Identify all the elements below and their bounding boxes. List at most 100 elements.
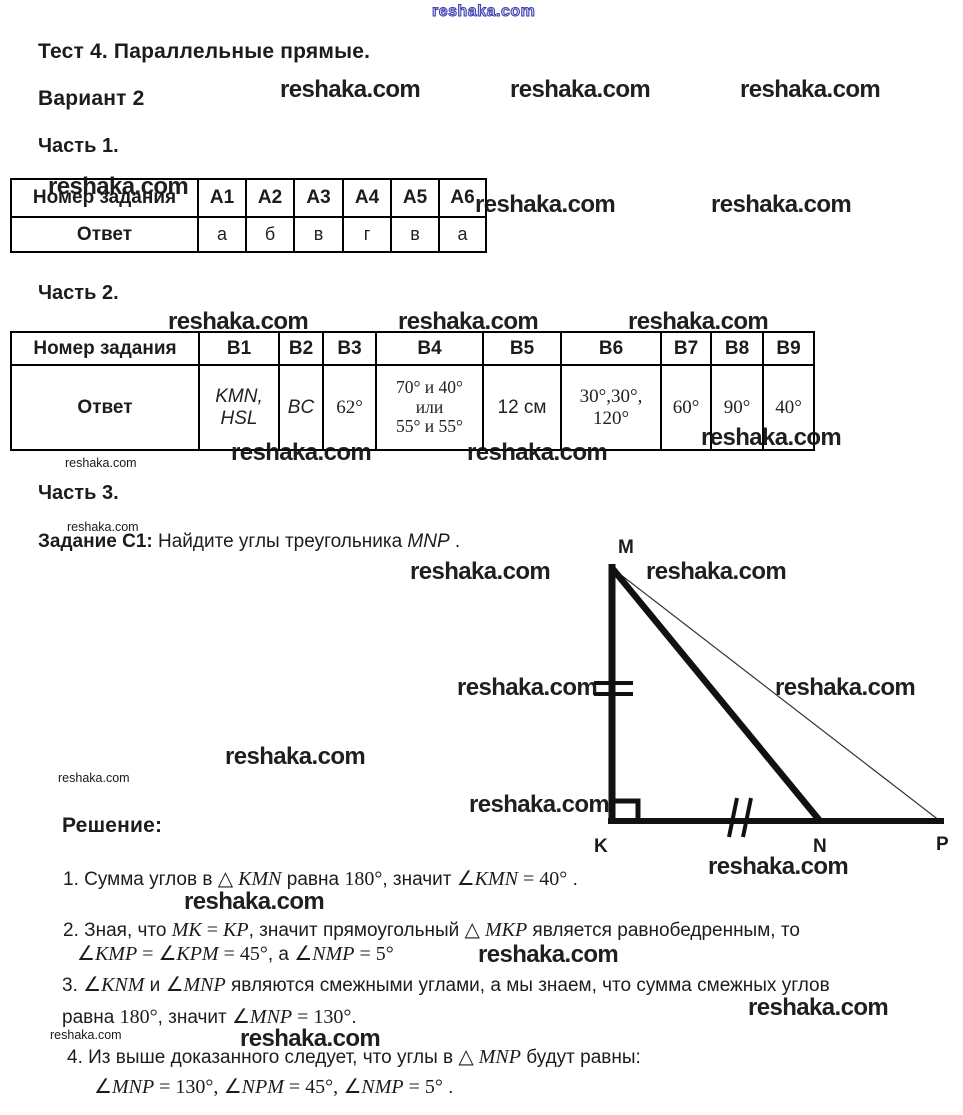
page-title: Тест 4. Параллельные прямые. [38,40,371,63]
part2-answer-b9: 40° [762,364,815,451]
part2-row2-label: Ответ [10,364,200,451]
side-mn [609,565,823,824]
part2-col-b5: В5 [482,331,562,366]
watermark: reshaka.com [280,76,421,103]
text-segment: = 130° [292,1006,352,1028]
text-segment: 180° [119,1006,158,1028]
text-segment: = 40° [518,868,568,890]
part2-answer-b4: 70° и 40° или 55° и 55° [375,364,484,451]
text-segment: = 5° [354,943,394,965]
text-segment: = [201,919,224,941]
watermark: reshaka.com [711,191,852,218]
text-segment: 3. [62,975,84,996]
part2-col-b1: В1 [198,331,280,366]
text-segment: MK [171,919,202,941]
text-segment: NMP [361,1076,404,1098]
watermark: reshaka.com [740,76,881,103]
watermark: reshaka.com [50,1028,122,1042]
part2-answer-b7: 60° [660,364,712,451]
part1-answer-a5: в [390,216,440,253]
text-segment: 180° [344,868,383,890]
text-segment: KMN [238,868,282,890]
text-segment: будут равны: [520,1047,641,1068]
text-segment: 2. Зная, что [63,920,172,941]
text-segment: = 45°, [283,1076,339,1098]
text-segment: 4. Из выше доказанного следует, что углы… [67,1047,459,1068]
text-segment: △ [464,919,485,941]
text-segment: ∠ [231,1006,250,1028]
tick-kn-1 [727,797,739,838]
part2-table: Номер задания В1 В2 В3 В4 В5 В6 В7 В8 В9… [10,331,815,451]
part2-answer-b1: KMN, HSL [198,364,280,451]
text-segment: ∠ [165,974,184,996]
part1-answer-a2: б [245,216,295,253]
text-segment: ∠ [77,943,95,965]
part1-col-a5: А5 [390,178,440,218]
part1-header-row: Номер задания А1 А2 А3 А4 А5 А6 [10,178,487,218]
text-segment: MNP [407,531,450,552]
text-segment: , значит [157,1007,232,1028]
text-segment: ∠ [158,943,177,965]
text-segment: △ [458,1046,479,1068]
text-segment: KPM [176,943,219,965]
part1-answer-a3: в [293,216,344,253]
line-mp [611,567,941,822]
text-segment: является равнобедренным, то [527,920,800,941]
text-segment: . [442,1077,454,1098]
solution-line-4: 4. Из выше доказанного следует, что углы… [67,1045,641,1070]
text-segment: Задание С1: [38,531,153,552]
part1-label: Часть 1. [38,135,119,157]
part2-answer-b8: 90° [710,364,764,451]
watermark: reshaka.com [410,558,551,585]
part1-row2-label: Ответ [10,216,199,253]
text-segment: равна [62,1007,120,1028]
vertex-label-p: P [936,834,949,855]
part1-row1-label: Номер задания [10,178,199,218]
solution-line-2b: ∠KMP = ∠KPM = 45°, а ∠NMP = 5° [77,942,394,967]
variant-label: Вариант 2 [38,87,145,110]
text-segment: ∠ [343,1076,362,1098]
solution-label: Решение: [62,814,163,837]
text-segment: ∠ [94,1076,112,1098]
text-segment: MNP [249,1006,293,1028]
part2-col-b4: В4 [375,331,484,366]
part2-answer-b2: BC [278,364,324,451]
part2-col-b2: В2 [278,331,324,366]
text-segment: ∠ [223,1076,242,1098]
text-segment: ∠ [456,868,475,890]
text-segment: MNP [111,1076,155,1098]
text-segment: KMP [94,943,138,965]
part2-answer-b3: 62° [322,364,377,451]
text-segment: ∠ [294,943,313,965]
part1-col-a1: А1 [197,178,247,218]
text-segment: = 45° [218,943,268,965]
watermark: reshaka.com [431,3,536,21]
text-segment: MNP [478,1046,521,1068]
triangle-figure: M K N P [594,537,949,857]
text-segment: . [567,869,578,890]
task-c1-text: Задание С1: Найдите углы треугольника MN… [38,531,460,554]
text-segment: ∠ [83,974,102,996]
watermark: reshaka.com [58,771,130,785]
solution-line-4b: ∠MNP = 130°, ∠NPM = 45°, ∠NMP = 5° . [94,1075,453,1100]
solution-line-3: 3. ∠KNM и ∠MNP являются смежными углами,… [62,973,830,998]
text-segment: KNM [101,974,145,996]
watermark: reshaka.com [184,888,325,915]
part2-answer-row: Ответ KMN, HSL BC 62° 70° и 40° или 55° … [10,364,815,451]
solution-line-3b: равна 180°, значит ∠MNP = 130°. [62,1005,357,1030]
part2-col-b9: В9 [762,331,815,366]
part1-answer-a4: г [342,216,392,253]
part1-table: Номер задания А1 А2 А3 А4 А5 А6 Ответ а … [10,178,487,253]
part1-answer-a1: а [197,216,247,253]
part2-header-row: Номер задания В1 В2 В3 В4 В5 В6 В7 В8 В9 [10,331,815,366]
text-segment: KP [223,919,249,941]
part2-answer-b5: 12 см [482,364,562,451]
part1-col-a3: А3 [293,178,344,218]
part1-answer-row: Ответ а б в г в а [10,216,487,253]
part2-col-b6: В6 [560,331,662,366]
part1-col-a6: А6 [438,178,487,218]
text-segment: = [137,943,159,965]
tick-kn-2 [741,797,753,838]
vertex-label-n: N [813,836,827,857]
